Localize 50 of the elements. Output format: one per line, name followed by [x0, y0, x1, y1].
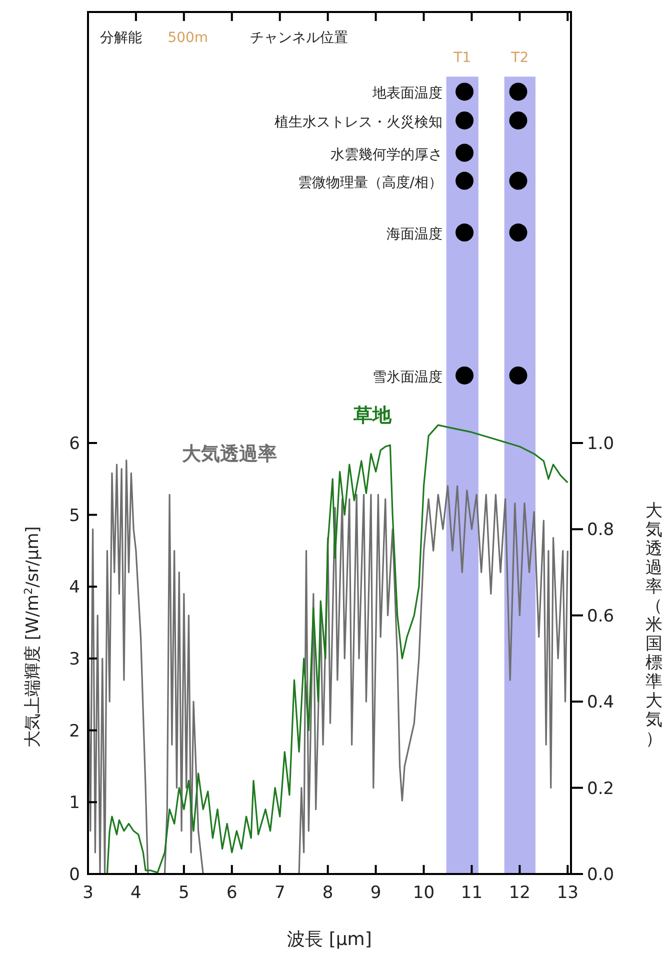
point [509, 366, 528, 384]
y2-tick-label: 0.4 [587, 692, 614, 713]
y2-tick-label: 0.0 [587, 865, 614, 885]
y2-tick-label: 1.0 [587, 434, 614, 454]
annotation: 海面温度 [386, 226, 443, 243]
band-label: T2 [510, 50, 529, 66]
y2-tick-label: 0.8 [587, 520, 614, 540]
annotation: 雪氷面温度 [372, 369, 443, 386]
point [456, 172, 474, 190]
point [456, 82, 474, 101]
x-tick-label: 12 [508, 883, 530, 903]
x-tick-label: 7 [274, 883, 286, 903]
x-tick-label: 11 [460, 883, 483, 903]
point [456, 366, 474, 384]
y2-tick-label: 0.6 [587, 606, 614, 626]
y2-tick-label: 0.2 [587, 778, 614, 799]
annotation: 500m [168, 30, 208, 46]
x-tick-label: 9 [370, 883, 382, 903]
point [509, 111, 528, 130]
y-tick-label: 6 [69, 434, 80, 454]
x-tick-label: 13 [556, 883, 578, 903]
point [456, 224, 474, 242]
annotation: 地表面温度 [372, 86, 443, 102]
annotation: 植生水ストレス・火災検知 [274, 114, 443, 130]
x-tick-label: 8 [322, 883, 334, 903]
x-tick-label: 3 [82, 883, 94, 903]
x-tick-label: 5 [178, 883, 190, 903]
point [509, 224, 528, 242]
x-tick-label: 4 [130, 883, 142, 903]
point [456, 111, 474, 130]
y-tick-label: 1 [69, 793, 80, 814]
text: 大気透過率（米国標準大気） [646, 501, 662, 750]
y-tick-label: 5 [69, 506, 80, 526]
annotation: 水雲幾何学的厚さ [330, 146, 443, 163]
y-tick-label: 4 [69, 578, 80, 598]
series-label: 大気透過率 [182, 443, 278, 466]
band-label: T1 [452, 50, 472, 66]
point [509, 82, 528, 101]
point [509, 172, 528, 190]
series-label: 草地 [352, 404, 393, 426]
x-tick-label: 6 [226, 883, 238, 903]
y-tick-label: 3 [69, 650, 80, 670]
annotation: チャンネル位置 [250, 30, 348, 46]
annotation: 分解能 [100, 30, 142, 46]
x-tick-label: 10 [412, 883, 435, 903]
annotation: 雲微物理量（高度/相） [298, 174, 443, 191]
y-tick-label: 2 [69, 721, 80, 742]
y-tick-label: 0 [69, 865, 80, 885]
x-axis-title: 波長 [μm] [287, 929, 372, 950]
point [456, 144, 474, 162]
